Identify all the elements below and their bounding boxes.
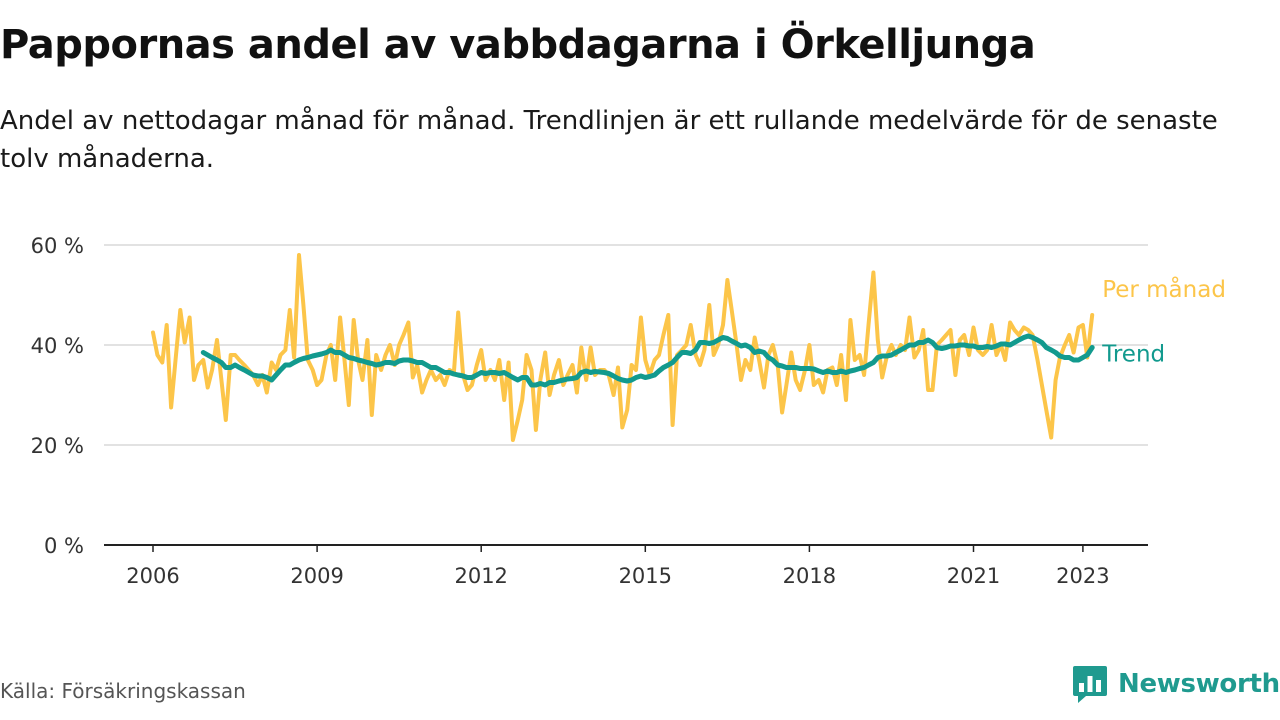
x-tick-label: 2018 [783, 564, 836, 588]
brand-name: Newsworthy [1118, 669, 1280, 699]
series-line-per-manad [151, 253, 1095, 442]
chart-subtitle: Andel av nettodagar månad för månad. Tre… [0, 106, 1218, 174]
series-label-trend: Trend [1101, 342, 1165, 368]
x-tick-label: 2012 [454, 564, 507, 588]
x-tick-label: 2023 [1056, 564, 1109, 588]
y-tick-label: 40 % [31, 334, 84, 358]
y-tick-label: 0 % [44, 534, 84, 558]
x-tick-label: 2006 [126, 564, 179, 588]
y-tick-label: 60 % [31, 234, 84, 258]
source-note: Källa: Försäkringskassan [0, 679, 246, 703]
series-line-trend [200, 333, 1095, 388]
series-lines [151, 253, 1095, 442]
bar-chart-speech-bubble-icon [1073, 666, 1107, 703]
x-tick-label: 2021 [947, 564, 1000, 588]
brand-logo: Newsworthy [1072, 664, 1280, 704]
series-labels: Per månad Trend [1101, 275, 1226, 368]
x-tick-label: 2009 [290, 564, 343, 588]
y-tick-label: 20 % [31, 434, 84, 458]
y-axis-ticks: 0 % 20 % 40 % 60 % [31, 234, 84, 558]
chart-title: Pappornas andel av vabbdagarna i Örkellj… [0, 22, 1036, 68]
x-axis-ticks: 2006 2009 2012 2015 2018 2021 2023 [104, 544, 1148, 588]
line-chart: 0 % 20 % 40 % 60 % 2006 2009 2012 2015 2018 2021… [31, 234, 1226, 588]
series-label-per-manad: Per månad [1102, 275, 1226, 303]
x-tick-label: 2015 [619, 564, 672, 588]
